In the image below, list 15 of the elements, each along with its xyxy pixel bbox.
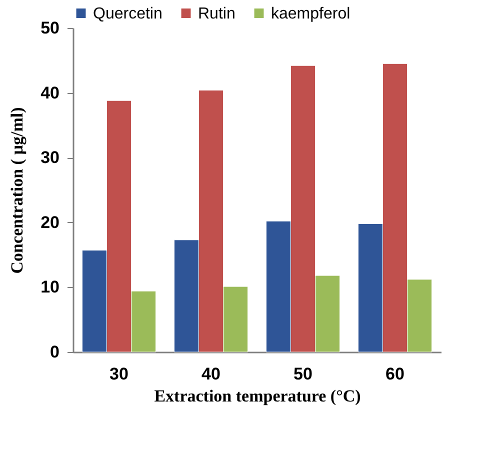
x-tick-label: 50 [294, 364, 312, 384]
legend-label: Quercetin [93, 5, 162, 22]
x-tick-label: 30 [110, 364, 128, 384]
y-tick-label: 50 [40, 18, 60, 38]
y-tick-label: 30 [40, 148, 60, 168]
y-tick-label: 20 [40, 212, 60, 232]
legend-label: kaempferol [271, 5, 350, 22]
y-tick-label: 10 [40, 278, 60, 297]
legend-label: Rutin [198, 5, 236, 22]
y-tick-label: 0 [50, 342, 60, 362]
x-tick-label: 40 [202, 364, 220, 384]
x-tick-label: 60 [386, 364, 404, 384]
x-axis-title: Extraction temperature (°C) [154, 386, 361, 406]
y-tick-label: 40 [40, 83, 60, 102]
y-axis-title: Concentration ( µg/ml) [8, 107, 27, 274]
